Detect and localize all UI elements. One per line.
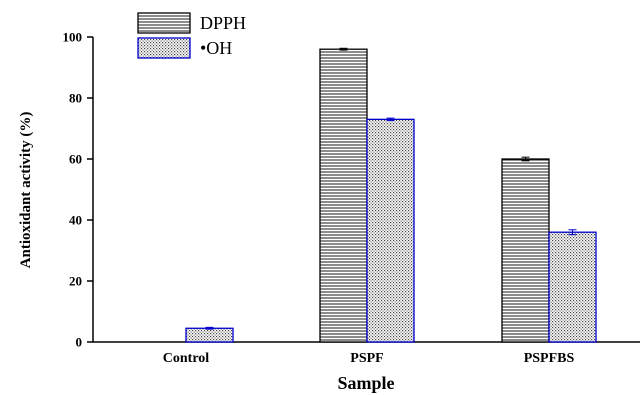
y-tick-label: 0 xyxy=(76,335,83,350)
legend: DPPH •OH xyxy=(137,12,246,59)
x-tick-label: PSPFBS xyxy=(524,351,575,366)
y-tick-label: 100 xyxy=(63,30,83,45)
y-ticks: 0 20 40 60 80 100 xyxy=(63,30,93,350)
bar-oh-pspfbs xyxy=(548,231,597,343)
error-bars xyxy=(205,47,577,330)
y-tick-label: 60 xyxy=(69,152,82,167)
y-axis-title: Antioxidant activity (%) xyxy=(18,112,34,269)
y-tick-label: 20 xyxy=(69,274,82,289)
bar-oh-pspf xyxy=(366,118,415,343)
y-tick-label: 40 xyxy=(69,213,82,228)
category-labels: Control PSPF PSPFBS xyxy=(163,351,575,366)
x-axis-title: Sample xyxy=(337,373,394,393)
bars xyxy=(185,48,597,343)
x-tick-label: PSPF xyxy=(350,351,383,366)
bar-dpph-pspfbs xyxy=(501,158,550,343)
bar-oh-control xyxy=(185,327,234,343)
legend-label-dpph: DPPH xyxy=(200,13,246,33)
bar-dpph-pspf xyxy=(319,48,368,343)
legend-swatch-oh xyxy=(137,37,191,59)
x-tick-label: Control xyxy=(163,351,210,366)
legend-label-oh: •OH xyxy=(200,38,232,58)
y-tick-label: 80 xyxy=(69,91,82,106)
legend-swatch-dpph xyxy=(137,12,191,34)
